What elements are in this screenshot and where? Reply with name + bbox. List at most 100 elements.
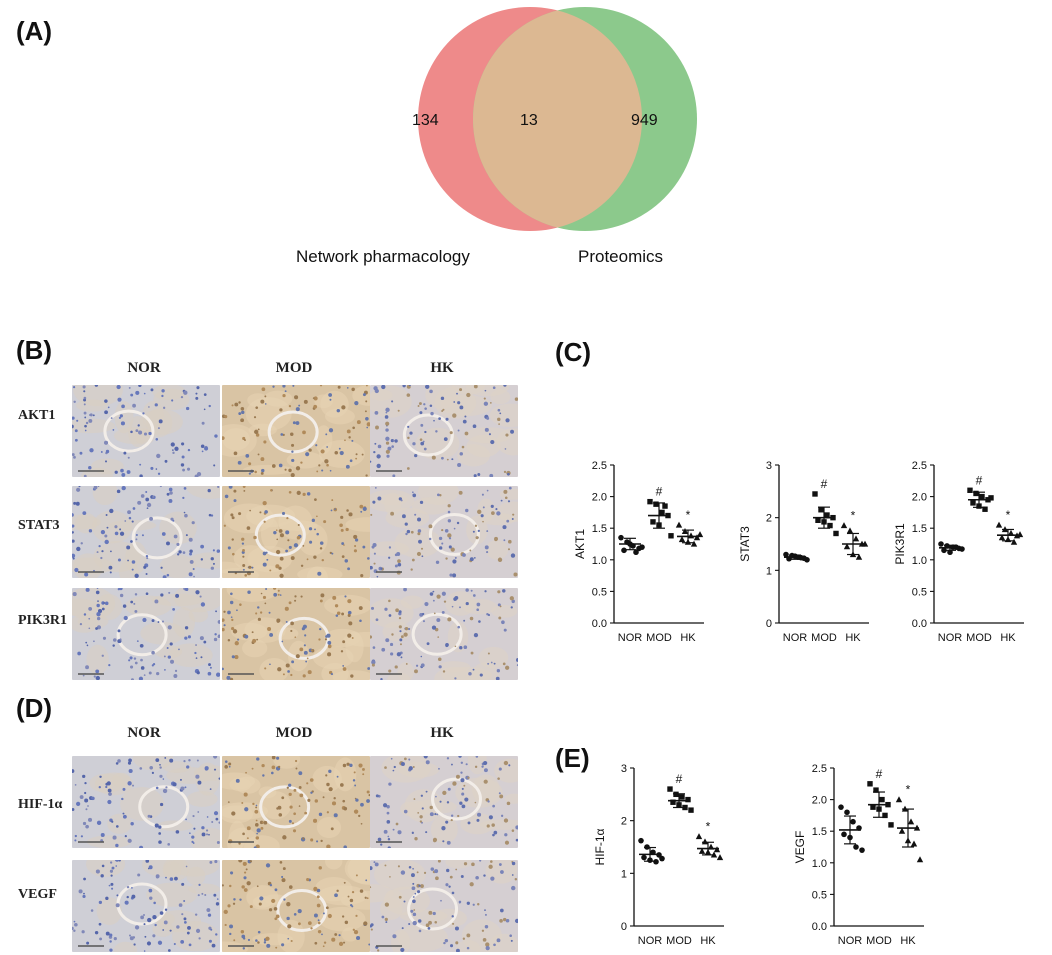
data-point xyxy=(687,532,695,539)
ihc-d-col-hk: HK xyxy=(430,725,454,741)
y-tick-label: 2 xyxy=(621,816,627,828)
ihc-b-row-stat3: STAT3 xyxy=(18,518,60,533)
data-point xyxy=(841,831,847,838)
ihc-image-vegf-mod xyxy=(222,860,370,952)
dot-plot-pik3r1: 0.0 0.5 1.0 1.5 2.0 2.5 PIK3R1 NOR MOD HK # * xyxy=(893,460,1024,644)
ihc-b-col-hk: HK xyxy=(430,360,454,376)
data-point xyxy=(667,786,673,792)
data-point xyxy=(867,781,873,787)
data-point xyxy=(846,527,854,534)
significance-marker: # xyxy=(656,485,663,499)
x-tick-label: HK xyxy=(845,632,861,644)
data-point xyxy=(653,501,659,507)
significance-marker: * xyxy=(686,508,691,522)
panel-label-e: (E) xyxy=(555,743,590,773)
data-point xyxy=(873,787,879,793)
x-tick-label: HK xyxy=(900,935,916,947)
data-point xyxy=(675,521,683,528)
data-point xyxy=(970,500,976,506)
ihc-d-row-vegf: VEGF xyxy=(18,887,57,902)
significance-marker: # xyxy=(876,767,883,781)
venn-count-right: 949 xyxy=(631,112,658,129)
y-tick-label: 0 xyxy=(766,618,772,630)
data-point xyxy=(815,517,821,523)
data-point xyxy=(870,804,876,810)
data-point xyxy=(685,796,691,803)
y-axis-label: HIF-1α xyxy=(593,828,607,865)
data-point xyxy=(670,799,676,805)
x-tick-label: MOD xyxy=(666,935,692,947)
data-point xyxy=(879,796,885,803)
data-point xyxy=(638,837,644,844)
x-tick-label: MOD xyxy=(646,632,672,644)
data-point xyxy=(621,547,627,554)
y-tick-label: 2.5 xyxy=(912,460,927,472)
data-point xyxy=(833,530,839,537)
ihc-image-akt1-mod xyxy=(222,385,370,477)
ihc-b-col-mod: MOD xyxy=(275,360,313,376)
data-point xyxy=(659,509,665,516)
ihc-image-stat3-mod xyxy=(222,486,370,578)
significance-marker: # xyxy=(976,473,983,487)
data-point xyxy=(843,543,851,550)
panel-label-a: (A) xyxy=(16,16,53,46)
data-point xyxy=(898,827,906,834)
data-point xyxy=(668,533,674,539)
ihc-image-akt1-hk xyxy=(370,385,518,477)
significance-marker: * xyxy=(851,509,856,523)
y-tick-label: 0.0 xyxy=(592,618,607,630)
dot-plot-akt1: 0.0 0.5 1.0 1.5 2.0 2.5 AKT1 NOR MOD HK # * xyxy=(573,460,704,644)
panel-label-c: (C) xyxy=(555,337,592,367)
ihc-image-pik3r1-mod xyxy=(222,588,370,680)
y-tick-label: 2.5 xyxy=(592,460,607,472)
data-point xyxy=(639,544,645,550)
ihc-b-row-akt1: AKT1 xyxy=(18,408,56,423)
data-point xyxy=(679,794,685,800)
y-tick-label: 2.0 xyxy=(812,795,827,807)
ihc-b-row-pik3r1: PIK3R1 xyxy=(18,613,67,628)
data-point xyxy=(824,512,830,518)
data-point xyxy=(840,522,848,529)
data-point xyxy=(861,540,869,547)
venn-label-network-pharmacology: Network pharmacology xyxy=(296,247,470,266)
venn-count-overlap: 13 xyxy=(520,112,538,129)
ihc-image-akt1-nor xyxy=(72,385,220,477)
data-point xyxy=(698,847,706,854)
data-point xyxy=(838,804,844,810)
data-point xyxy=(641,854,647,861)
x-tick-label: MOD xyxy=(866,935,892,947)
data-point xyxy=(938,541,944,547)
ihc-image-vegf-nor xyxy=(72,860,220,952)
y-tick-label: 1.5 xyxy=(812,826,827,838)
x-tick-label: HK xyxy=(680,632,696,644)
x-tick-label: NOR xyxy=(618,632,643,644)
ihc-image-hif1a-mod xyxy=(222,756,370,848)
dot-plot-hif1a: 0 1 2 3 HIF-1α NOR MOD HK # * xyxy=(593,763,724,947)
data-point xyxy=(973,490,979,497)
y-tick-label: 0.0 xyxy=(912,618,927,630)
ihc-image-hif1a-nor xyxy=(72,756,220,848)
data-point xyxy=(678,536,686,543)
data-point xyxy=(859,847,865,853)
data-point xyxy=(850,818,856,825)
data-point xyxy=(967,487,973,493)
y-tick-label: 1.0 xyxy=(592,555,607,567)
data-point xyxy=(982,506,988,512)
data-point xyxy=(681,527,689,534)
data-point xyxy=(907,818,915,825)
data-point xyxy=(701,838,709,845)
significance-marker: # xyxy=(676,772,683,786)
data-point xyxy=(988,495,994,501)
data-point xyxy=(882,812,888,819)
ihc-image-vegf-hk xyxy=(370,860,518,952)
data-point xyxy=(783,551,789,558)
data-point xyxy=(827,522,833,529)
data-point xyxy=(690,540,698,547)
x-tick-label: HK xyxy=(700,935,716,947)
x-tick-label: NOR xyxy=(638,935,663,947)
y-tick-label: 2 xyxy=(766,513,772,525)
y-tick-label: 0.5 xyxy=(812,889,827,901)
venn-count-left: 134 xyxy=(412,112,439,129)
y-tick-label: 3 xyxy=(621,763,627,775)
data-point xyxy=(693,534,701,541)
